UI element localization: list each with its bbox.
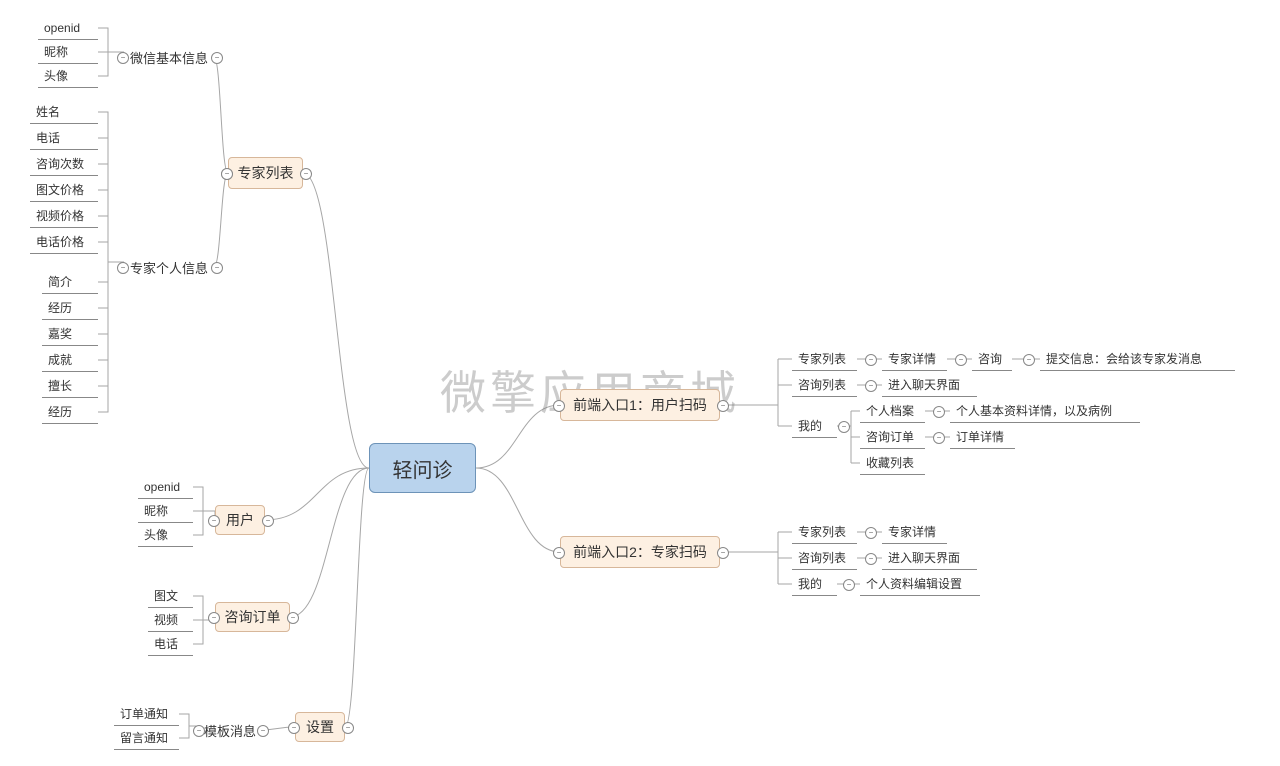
collapse-icon: − — [717, 547, 729, 559]
collapse-icon: − — [287, 612, 299, 624]
branch-order: 咨询订单 — [215, 602, 290, 632]
leaf-node: 咨询订单 — [860, 425, 925, 449]
leaf-node: 提交信息：会给该专家发消息 — [1040, 347, 1235, 371]
collapse-icon: − — [117, 52, 129, 64]
leaf-node: 头像 — [138, 523, 193, 547]
root-node: 轻问诊 — [369, 443, 476, 493]
leaf-node: 订单通知 — [114, 702, 179, 726]
collapse-icon: − — [553, 400, 565, 412]
leaf-node: 咨询列表 — [792, 546, 857, 570]
leaf-node: 咨询次数 — [30, 152, 98, 176]
leaf-node: 电话 — [30, 126, 98, 150]
leaf-node: 订单详情 — [950, 425, 1015, 449]
leaf-node: 咨询 — [972, 347, 1012, 371]
leaf-node: 视频 — [148, 608, 193, 632]
leaf-node: 昵称 — [138, 499, 193, 523]
leaf-node: 我的 — [792, 572, 837, 596]
leaf-node: 经历 — [42, 400, 98, 424]
collapse-icon: − — [221, 168, 233, 180]
leaf-node: 收藏列表 — [860, 451, 925, 475]
collapse-icon: − — [838, 421, 850, 433]
collapse-icon: − — [553, 547, 565, 559]
leaf-node: 头像 — [38, 64, 98, 88]
sublabel-tplmsg: 模板消息 — [200, 720, 260, 740]
collapse-icon: − — [208, 612, 220, 624]
leaf-node: 进入聊天界面 — [882, 546, 977, 570]
leaf-node: 视频价格 — [30, 204, 98, 228]
leaf-node: 进入聊天界面 — [882, 373, 977, 397]
leaf-node: openid — [138, 475, 193, 499]
collapse-icon: − — [933, 432, 945, 444]
leaf-node: 专家列表 — [792, 520, 857, 544]
leaf-node: 图文价格 — [30, 178, 98, 202]
leaf-node: 个人档案 — [860, 399, 925, 423]
leaf-node: 个人基本资料详情，以及病例 — [950, 399, 1140, 423]
leaf-node: 成就 — [42, 348, 98, 372]
leaf-node: 个人资料编辑设置 — [860, 572, 980, 596]
leaf-node: 电话 — [148, 632, 193, 656]
leaf-node: 擅长 — [42, 374, 98, 398]
leaf-node: 昵称 — [38, 40, 98, 64]
collapse-icon: − — [865, 380, 877, 392]
collapse-icon: − — [933, 406, 945, 418]
leaf-node: 我的 — [792, 414, 837, 438]
collapse-icon: − — [865, 527, 877, 539]
leaf-node: openid — [38, 16, 98, 40]
collapse-icon: − — [1023, 354, 1035, 366]
collapse-icon: − — [342, 722, 354, 734]
branch-expertList: 专家列表 — [228, 157, 303, 189]
leaf-node: 专家列表 — [792, 347, 857, 371]
collapse-icon: − — [262, 515, 274, 527]
leaf-node: 专家详情 — [882, 520, 947, 544]
leaf-node: 姓名 — [30, 100, 98, 124]
collapse-icon: − — [955, 354, 967, 366]
leaf-node: 咨询列表 — [792, 373, 857, 397]
leaf-node: 电话价格 — [30, 230, 98, 254]
leaf-node: 留言通知 — [114, 726, 179, 750]
leaf-node: 嘉奖 — [42, 322, 98, 346]
branch-user: 用户 — [215, 505, 265, 535]
collapse-icon: − — [865, 354, 877, 366]
branch-front1: 前端入口1：用户扫码 — [560, 389, 720, 421]
sublabel-expertInfo: 专家个人信息 — [124, 257, 214, 277]
collapse-icon: − — [717, 400, 729, 412]
collapse-icon: − — [865, 553, 877, 565]
leaf-node: 简介 — [42, 270, 98, 294]
leaf-node: 图文 — [148, 584, 193, 608]
branch-front2: 前端入口2：专家扫码 — [560, 536, 720, 568]
collapse-icon: − — [300, 168, 312, 180]
collapse-icon: − — [117, 262, 129, 274]
mindmap-stage: { "canvas":{"width":1280,"height":766,"b… — [0, 0, 1280, 766]
sublabel-wxinfo: 微信基本信息 — [124, 47, 214, 67]
leaf-node: 经历 — [42, 296, 98, 320]
collapse-icon: − — [211, 52, 223, 64]
leaf-node: 专家详情 — [882, 347, 947, 371]
collapse-icon: − — [208, 515, 220, 527]
branch-settings: 设置 — [295, 712, 345, 742]
collapse-icon: − — [257, 725, 269, 737]
collapse-icon: − — [843, 579, 855, 591]
collapse-icon: − — [211, 262, 223, 274]
collapse-icon: − — [288, 722, 300, 734]
collapse-icon: − — [193, 725, 205, 737]
